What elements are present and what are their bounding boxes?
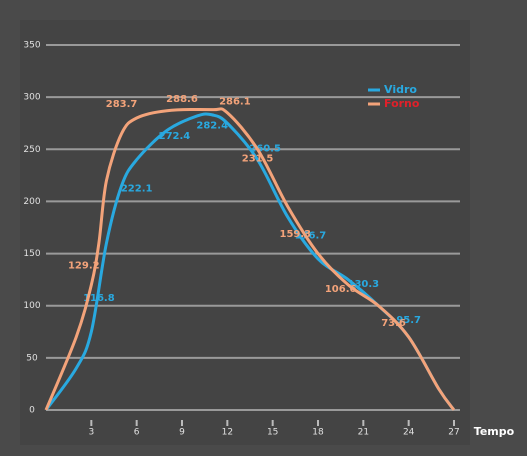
data-label: 231.5 (242, 154, 274, 165)
legend-label: Forno (384, 97, 420, 110)
y-tick-label: 250 (23, 145, 40, 155)
data-label: 130.3 (348, 279, 380, 290)
x-tick-label: 24 (403, 428, 415, 438)
y-tick-label: 300 (23, 93, 40, 103)
data-label: 106.6 (325, 284, 357, 295)
data-label: 159.3 (280, 229, 312, 240)
line (44, 107, 456, 411)
x-tick-label: 15 (267, 428, 278, 438)
data-label: 116.8 (83, 293, 115, 304)
x-tick-label: 18 (312, 428, 324, 438)
data-label: 222.1 (121, 183, 153, 194)
data-label: 176.7 (295, 231, 327, 242)
data-label: 272.4 (159, 131, 191, 142)
y-tick-label: 200 (23, 197, 40, 207)
x-tick-label: 12 (222, 428, 233, 438)
data-label: 260.5 (249, 143, 281, 154)
x-tick-label: 3 (88, 428, 94, 438)
data-label: 129.2 (68, 260, 100, 271)
y-tick-label: 150 (23, 249, 40, 259)
x-tick-label: 21 (358, 428, 369, 438)
y-tick-label: 50 (26, 353, 38, 363)
y-tick-label: 0 (29, 406, 35, 416)
x-tick-label: 9 (179, 428, 185, 438)
legend-label: Vidro (384, 83, 417, 96)
y-tick-label: 100 (23, 301, 40, 311)
x-tick-label: 6 (134, 428, 140, 438)
data-label: 282.4 (196, 120, 228, 131)
x-axis-label: Tempo (474, 425, 515, 438)
x-tick-label: 27 (448, 428, 459, 438)
data-label: 95.7 (396, 315, 421, 326)
y-tick-label: 350 (23, 41, 40, 51)
plot-area (20, 20, 470, 445)
data-label: 288.6 (166, 94, 198, 105)
data-label: 286.1 (219, 97, 251, 108)
data-label: 73.6 (381, 318, 406, 329)
data-label: 283.7 (106, 99, 138, 110)
